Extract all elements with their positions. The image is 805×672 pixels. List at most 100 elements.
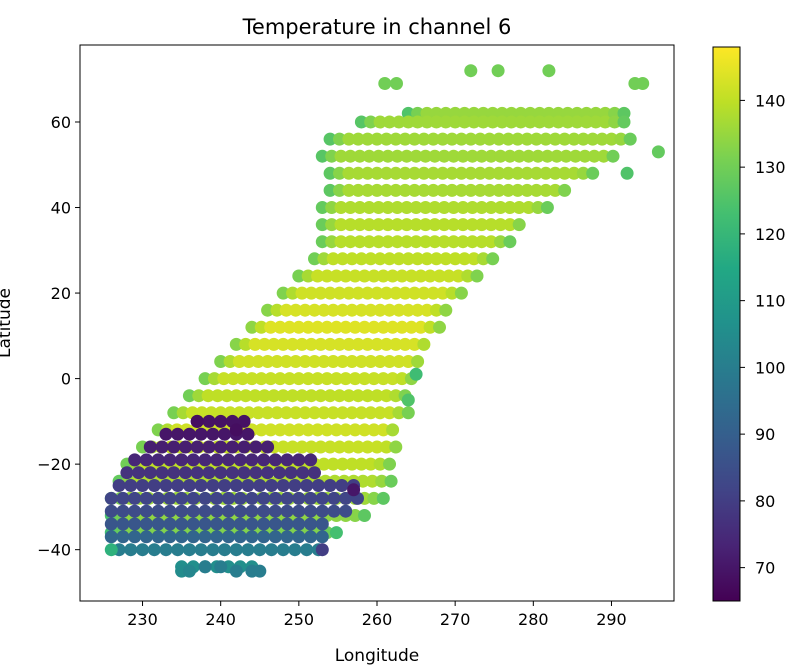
scatter-point	[258, 389, 271, 403]
scatter-point	[483, 166, 496, 180]
scatter-point	[576, 166, 590, 180]
scatter-point	[182, 389, 196, 403]
scatter-point	[484, 201, 498, 214]
scatter-point	[261, 466, 275, 480]
scatter-point	[376, 491, 390, 505]
scatter-point	[475, 218, 489, 232]
scatter-point	[233, 453, 247, 467]
scatter-point	[171, 479, 185, 492]
scatter-point	[550, 149, 564, 163]
scatter-point	[401, 393, 415, 407]
chart-title: Temperature in channel 6	[242, 15, 512, 39]
scatter-point	[120, 466, 134, 480]
scatter-point	[325, 218, 339, 232]
scatter-point	[222, 491, 235, 505]
scatter-point	[389, 166, 403, 180]
scatter-point	[335, 479, 349, 492]
scatter-point	[533, 115, 547, 129]
scatter-point	[314, 337, 328, 351]
scatter-point	[433, 320, 446, 334]
scatter-point	[326, 303, 340, 317]
scatter-point	[245, 530, 259, 544]
scatter-point	[283, 423, 296, 437]
scatter-point	[411, 355, 425, 368]
scatter-point	[354, 252, 368, 266]
scatter-point	[292, 504, 306, 518]
scatter-point	[365, 474, 379, 488]
scatter-point	[491, 64, 505, 78]
scatter-point	[548, 166, 562, 180]
scatter-point	[408, 166, 421, 180]
scatter-point	[257, 453, 271, 467]
scatter-point	[323, 389, 337, 403]
scatter-point	[283, 372, 296, 386]
scatter-point	[233, 504, 247, 518]
scatter-point	[151, 491, 165, 505]
scatter-point	[398, 166, 412, 180]
scatter-point	[492, 132, 506, 146]
scatter-point	[408, 132, 421, 146]
scatter-point	[329, 269, 343, 283]
scatter-point	[512, 218, 526, 232]
scatter-point	[358, 320, 371, 334]
scatter-point	[249, 440, 263, 454]
scatter-point	[317, 406, 331, 420]
y-axis: −40 −20 0 20 40 60	[37, 113, 80, 560]
scatter-point	[311, 479, 325, 492]
scatter-point	[520, 183, 534, 197]
scatter-point	[210, 517, 224, 531]
scatter-point	[320, 423, 334, 437]
x-axis: 230 240 250 260 270 280 290	[127, 601, 627, 629]
scatter-point	[128, 530, 142, 544]
scatter-point	[159, 427, 173, 441]
scatter-point	[578, 149, 592, 163]
scatter-point	[417, 183, 431, 197]
scatter-point	[439, 115, 453, 129]
scatter-point	[276, 479, 290, 492]
scatter-point	[540, 149, 554, 163]
scatter-point	[503, 149, 517, 163]
scatter-point	[353, 235, 367, 249]
scatter-point	[531, 149, 545, 163]
scatter-point	[539, 183, 553, 197]
scatter-point	[390, 201, 404, 214]
scatter-point	[198, 530, 212, 544]
scatter-point	[190, 414, 204, 428]
scatter-point	[433, 269, 446, 283]
scatter-point	[414, 269, 428, 283]
scatter-point	[167, 406, 181, 420]
scatter-point	[419, 235, 432, 249]
scatter-point	[409, 149, 423, 163]
scatter-point	[389, 183, 403, 197]
scatter-point	[257, 530, 271, 544]
scatter-point	[354, 406, 368, 420]
scatter-point	[426, 132, 440, 146]
scatter-point	[245, 372, 259, 386]
scatter-point	[218, 479, 232, 492]
scatter-point	[351, 389, 365, 403]
scatter-point	[494, 235, 507, 249]
scatter-point	[623, 132, 637, 146]
scatter-point	[276, 286, 290, 300]
scatter-point	[367, 269, 381, 283]
scatter-point	[383, 252, 396, 266]
scatter-point	[495, 115, 509, 129]
scatter-point	[411, 115, 425, 129]
scatter-point	[401, 115, 415, 129]
y-axis-label: Latitude	[0, 288, 15, 358]
scatter-point	[386, 269, 400, 283]
scatter-point	[361, 286, 375, 300]
scatter-point	[329, 526, 343, 540]
scatter-point	[186, 491, 200, 505]
scatter-point	[292, 517, 306, 531]
scatter-point	[254, 320, 268, 334]
scatter-point	[241, 427, 255, 441]
y-tick-label: −20	[37, 455, 71, 474]
scatter-point	[411, 252, 425, 266]
scatter-point	[317, 355, 331, 368]
scatter-point	[279, 303, 293, 317]
scatter-point	[428, 235, 442, 249]
scatter-point	[494, 201, 507, 214]
scatter-point	[364, 355, 378, 368]
scatter-point	[171, 427, 185, 441]
